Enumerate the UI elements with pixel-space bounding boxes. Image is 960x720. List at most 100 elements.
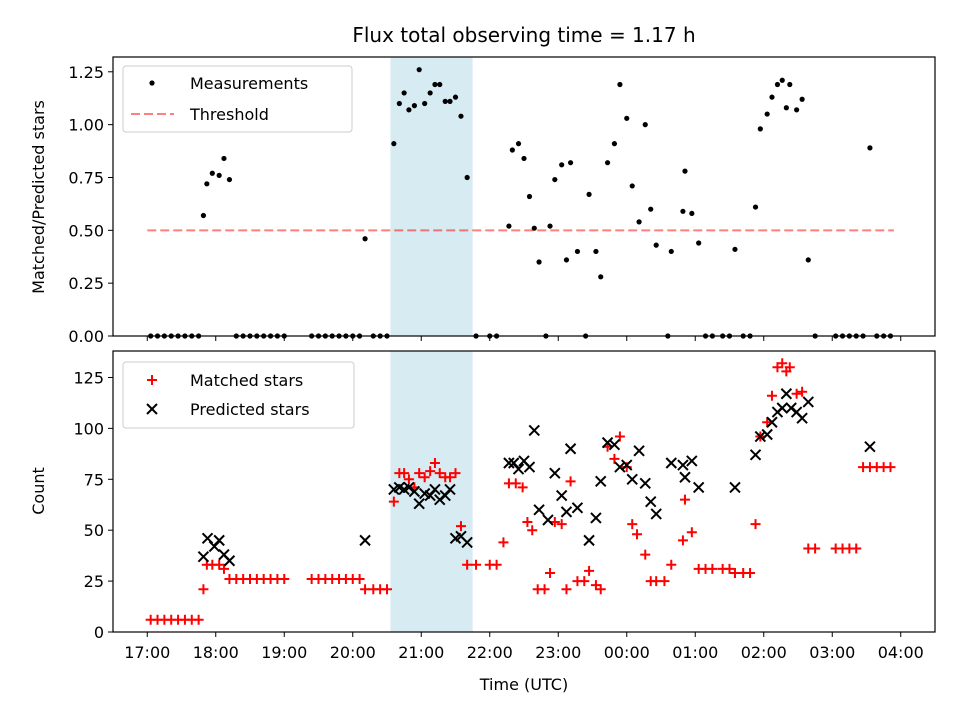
bottom-y-tick-label: 75 (84, 470, 104, 489)
measurement-point (216, 172, 222, 178)
predicted-star-point (533, 504, 545, 516)
matched-star-point (403, 474, 414, 485)
measurement-point (624, 115, 630, 121)
top-panel: 0.00 0.25 0.50 0.75 1.00 1.25 Measurements Thre… (68, 56, 936, 346)
predicted-star-point (864, 440, 876, 453)
predicted-star-point (523, 461, 536, 473)
measurement-point (563, 257, 570, 263)
measurement-point (764, 111, 770, 117)
matched-star-point (539, 584, 550, 595)
matched-star-point (810, 543, 821, 554)
legend-matched-marker (147, 375, 157, 385)
matched-star-point (707, 563, 718, 574)
bottom-y-tick-label: 25 (84, 572, 104, 591)
predicted-star-point (590, 512, 602, 524)
measurement-point (668, 248, 674, 255)
matched-star-point (419, 472, 430, 483)
x-tick-label: 01:00 (672, 643, 718, 662)
predicted-star-point (679, 471, 691, 483)
measurement-point (416, 67, 422, 73)
matched-star-point (659, 576, 670, 587)
predicted-star-point (796, 412, 808, 424)
top-highlight-band (390, 57, 473, 336)
measurement-point (636, 219, 642, 225)
predicted-star-point (429, 483, 441, 496)
matched-star-point (791, 388, 802, 399)
measurement-point (391, 141, 397, 147)
measurement-point (586, 191, 592, 197)
predicted-star-point (542, 514, 554, 526)
measurement-point (732, 246, 738, 252)
top-y-tick-label: 1.25 (68, 63, 104, 82)
measurement-point (611, 141, 618, 147)
measurement-point (411, 103, 417, 109)
measurement-point (406, 107, 412, 113)
matched-star-point (414, 468, 425, 479)
predicted-star-point (503, 457, 515, 469)
matched-star-point (666, 559, 677, 570)
measurement-point (526, 193, 533, 200)
matched-star-point (545, 567, 556, 578)
measurement-point (464, 174, 470, 181)
matched-star-point (279, 574, 290, 585)
predicted-star-point (614, 461, 626, 473)
measurement-point (805, 257, 811, 263)
top-plot-frame (112, 56, 936, 337)
measurement-point (536, 259, 542, 265)
matched-star-point (450, 468, 461, 479)
matched-star-point (745, 567, 756, 578)
legend-measurements-marker (149, 80, 155, 86)
predicted-star-point (761, 428, 773, 441)
matched-star-point (549, 517, 560, 528)
matched-star-point (510, 478, 521, 489)
matched-star-point (679, 494, 690, 505)
matched-star-point (784, 362, 795, 373)
matched-star-point (517, 482, 528, 493)
legend-predicted-label: Predicted stars (190, 400, 310, 419)
bottom-y-tick-label: 125 (73, 368, 104, 387)
matched-star-point (193, 614, 204, 625)
measurement-point (362, 236, 368, 242)
matched-star-point (627, 519, 638, 530)
measurement-point (221, 155, 227, 162)
x-tick-label: 04:00 (878, 643, 924, 662)
matched-star-point (218, 563, 229, 574)
matched-star-point (632, 529, 643, 540)
measurement-point (696, 240, 702, 246)
bottom-legend-box (122, 361, 355, 429)
matched-star-point (686, 527, 697, 538)
x-tick-label: 18:00 (193, 643, 239, 662)
measurement-point (452, 94, 459, 100)
predicted-star-point (780, 388, 793, 400)
x-tick-label: 03:00 (809, 643, 855, 662)
matched-star-point (584, 565, 595, 576)
top-y-tick-label: 0.25 (68, 274, 104, 293)
top-legend-box (122, 65, 353, 133)
matched-star-point (527, 525, 538, 536)
measurement-point (509, 147, 515, 153)
measurement-point (427, 90, 433, 96)
x-tick-label: 23:00 (535, 643, 581, 662)
x-tick-label: 22:00 (467, 643, 513, 662)
x-tick-label: 19:00 (261, 643, 307, 662)
predicted-star-point (560, 506, 573, 518)
measurement-point (653, 242, 659, 248)
measurement-point (432, 81, 438, 88)
top-y-axis-label: Matched/Predicted stars (29, 100, 48, 294)
measurement-point (458, 113, 464, 119)
matched-star-point (445, 472, 456, 483)
measurement-point (642, 122, 648, 128)
matched-star-point (762, 417, 773, 428)
x-tick-label: 20:00 (330, 643, 376, 662)
measurement-point (689, 210, 695, 217)
matched-star-point (491, 559, 502, 570)
matched-star-point (382, 584, 392, 595)
predicted-star-point (444, 483, 456, 496)
measurement-point (779, 77, 785, 83)
matched-star-point (595, 584, 606, 595)
measurement-point (567, 160, 574, 166)
measurement-point (867, 145, 873, 151)
top-y-tick-label: 1.00 (68, 116, 104, 135)
measurement-point (422, 100, 428, 107)
